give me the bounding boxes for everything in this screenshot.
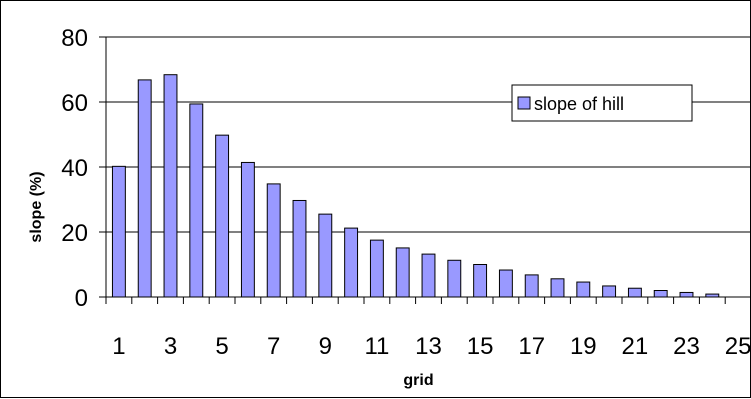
bar	[550, 278, 565, 298]
legend: slope of hill	[511, 84, 693, 122]
legend-swatch	[517, 96, 531, 110]
bar	[266, 183, 281, 298]
bar	[215, 134, 230, 298]
x-tick-label: 7	[267, 333, 280, 360]
bar	[111, 165, 126, 298]
y-tick-labels: 0 20 40 60 80	[61, 25, 88, 312]
x-axis-title: grid	[403, 372, 433, 389]
bar	[679, 291, 694, 298]
x-tick-labels: 1 3 5 7 9 11 13 15 17 19 21 23 25	[112, 333, 751, 360]
legend-box	[511, 84, 693, 122]
bars	[111, 74, 720, 298]
y-tick-label: 40	[61, 155, 88, 182]
y-tick-label: 0	[75, 285, 88, 312]
bar	[576, 281, 591, 298]
gridlines	[106, 36, 751, 233]
x-tick-label: 13	[415, 333, 442, 360]
x-tick-label: 3	[164, 333, 177, 360]
bar	[473, 264, 488, 298]
x-tick-label: 9	[319, 333, 332, 360]
bar	[292, 199, 307, 298]
x-tick-label: 21	[622, 333, 649, 360]
y-axis-title: slope (%)	[28, 171, 45, 242]
bar	[189, 103, 204, 298]
bar	[318, 213, 333, 298]
bar	[163, 74, 178, 298]
bar	[137, 79, 152, 298]
legend-label: slope of hill	[534, 94, 624, 114]
bar	[498, 269, 513, 298]
bar	[524, 274, 539, 298]
bar	[240, 161, 255, 298]
bar	[653, 290, 668, 298]
x-tick-label: 5	[215, 333, 228, 360]
x-tick-label: 17	[518, 333, 545, 360]
bar	[369, 239, 384, 298]
y-tick-label: 20	[61, 220, 88, 247]
x-tick-label: 1	[112, 333, 125, 360]
y-tick-label: 60	[61, 90, 88, 117]
x-tick-label: 19	[570, 333, 597, 360]
bar	[447, 259, 462, 298]
bar	[344, 227, 359, 298]
x-tick-label: 11	[364, 333, 389, 360]
axes	[99, 36, 751, 304]
x-tick-label: 23	[673, 333, 700, 360]
bar	[627, 287, 642, 298]
x-tick-label: 15	[467, 333, 494, 360]
bar	[395, 247, 410, 298]
x-tick-label: 25	[725, 333, 751, 360]
y-tick-label: 80	[61, 25, 88, 52]
bar	[421, 253, 436, 298]
bar	[602, 285, 617, 298]
